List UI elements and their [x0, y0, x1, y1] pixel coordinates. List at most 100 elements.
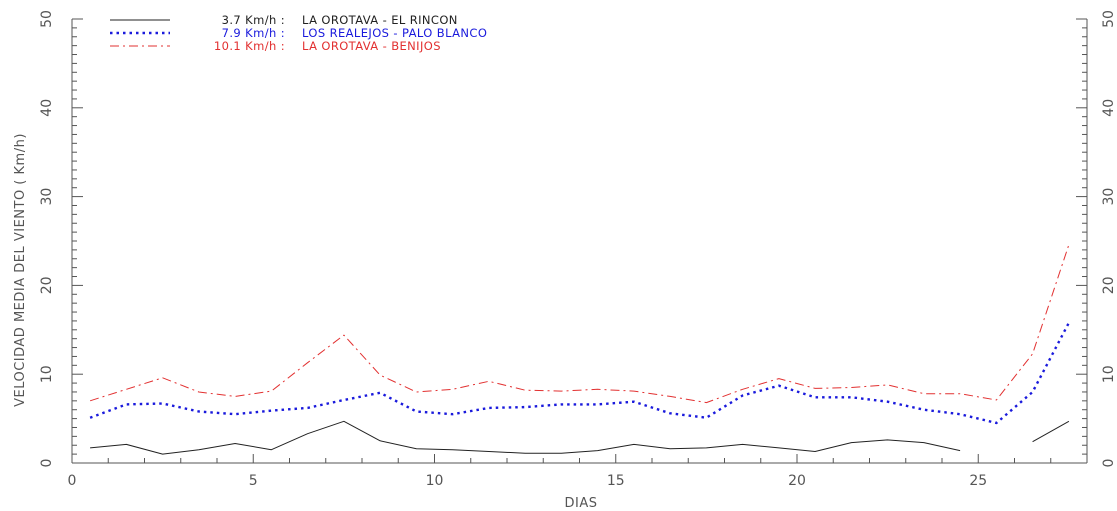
data-point	[596, 403, 599, 406]
data-point	[234, 442, 237, 445]
data-point	[234, 413, 237, 416]
y-tick-label-right: 30	[1101, 188, 1117, 206]
data-point	[415, 447, 418, 450]
y-tick-label-left: 20	[39, 276, 55, 294]
data-point	[959, 392, 962, 395]
data-point	[886, 439, 889, 442]
data-point	[959, 413, 962, 416]
data-point	[125, 443, 128, 446]
data-point	[814, 450, 817, 453]
data-point	[451, 388, 454, 391]
x-tick-label: 25	[969, 473, 987, 489]
data-point	[487, 450, 490, 453]
data-point	[197, 410, 200, 413]
legend: 3.7 Km/h : LA OROTAVA - EL RINCON 7.9 Km/h…	[110, 13, 487, 53]
data-point	[705, 416, 708, 419]
data-point	[741, 443, 744, 446]
data-point	[524, 406, 527, 409]
series-line	[89, 322, 1070, 425]
data-point	[959, 449, 962, 452]
data-point	[814, 387, 817, 390]
data-point	[487, 380, 490, 383]
legend-mean-label: 3.7 Km/h :	[222, 13, 285, 27]
data-point	[560, 403, 563, 406]
data-point	[270, 448, 273, 451]
data-point	[524, 452, 527, 455]
data-point	[596, 388, 599, 391]
y-tick-label-right: 20	[1101, 276, 1117, 294]
series-layer	[89, 243, 1070, 455]
data-point	[89, 416, 92, 419]
x-tick-label: 20	[788, 473, 806, 489]
data-point	[632, 400, 635, 403]
data-point	[161, 376, 164, 379]
data-point	[705, 447, 708, 450]
data-point	[125, 388, 128, 391]
y-tick-label-left: 50	[39, 10, 55, 28]
data-point	[415, 391, 418, 394]
data-point	[632, 443, 635, 446]
data-point	[89, 447, 92, 450]
y-tick-label-right: 50	[1101, 10, 1117, 28]
series-line	[90, 420, 961, 455]
data-point	[487, 407, 490, 410]
data-point	[451, 448, 454, 451]
y-tick-label-left: 0	[39, 459, 55, 468]
legend-series-name: LA OROTAVA - EL RINCON	[302, 13, 458, 27]
legend-series-name: LA OROTAVA - BENIJOS	[302, 39, 441, 53]
data-point	[850, 441, 853, 444]
data-point	[741, 394, 744, 397]
data-point	[1031, 352, 1034, 355]
series-2	[89, 321, 1070, 425]
y-tick-label-left: 30	[39, 188, 55, 206]
data-point	[922, 408, 925, 411]
x-axis-label: DIAS	[565, 496, 598, 511]
data-point	[197, 448, 200, 451]
data-point	[451, 413, 454, 416]
data-point	[524, 389, 527, 392]
data-point	[1031, 391, 1034, 394]
x-tick-label: 10	[426, 473, 444, 489]
data-point	[632, 390, 635, 393]
data-point	[1067, 321, 1070, 324]
data-point	[342, 334, 345, 337]
y-tick-label-left: 40	[39, 99, 55, 117]
data-point	[89, 399, 92, 402]
legend-mean-label: 7.9 Km/h :	[222, 26, 285, 40]
data-point	[922, 441, 925, 444]
data-point	[379, 439, 382, 442]
data-point	[234, 395, 237, 398]
y-tick-label-right: 0	[1101, 459, 1117, 468]
data-point	[995, 422, 998, 425]
series-1	[89, 420, 1070, 455]
series-line	[1032, 420, 1070, 443]
data-point	[922, 392, 925, 395]
y-tick-label-right: 10	[1101, 365, 1117, 383]
data-point	[596, 449, 599, 452]
data-point	[814, 396, 817, 399]
data-point	[886, 400, 889, 403]
data-point	[270, 390, 273, 393]
data-point	[306, 407, 309, 410]
data-point	[1067, 420, 1070, 423]
data-point	[669, 412, 672, 415]
data-point	[560, 390, 563, 393]
data-point	[669, 447, 672, 450]
data-point	[777, 384, 780, 387]
data-point	[270, 409, 273, 412]
data-point	[161, 402, 164, 405]
data-point	[777, 447, 780, 450]
data-point	[197, 391, 200, 394]
y-tick-label-right: 40	[1101, 99, 1117, 117]
data-point	[342, 420, 345, 423]
data-point	[850, 396, 853, 399]
data-point	[342, 399, 345, 402]
data-point	[415, 410, 418, 413]
x-tick-label: 15	[607, 473, 625, 489]
data-point	[1067, 243, 1070, 246]
data-point	[125, 403, 128, 406]
series-line	[89, 244, 1070, 404]
data-point	[379, 391, 382, 394]
data-point	[741, 388, 744, 391]
